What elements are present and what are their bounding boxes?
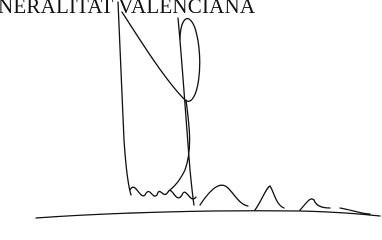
signature-loop: [130, 187, 196, 199]
signature-loop: [118, 2, 131, 195]
signature-squiggle: [300, 199, 330, 210]
signature-line: [36, 211, 380, 218]
signature: [0, 0, 382, 240]
signature-squiggle: [255, 186, 284, 210]
signature-squiggle: [200, 185, 248, 206]
signature-loop: [122, 12, 200, 101]
signature-loop: [170, 100, 190, 190]
page: {"stamp": {"text": "NERALITAT VALENCIANA…: [0, 0, 382, 240]
